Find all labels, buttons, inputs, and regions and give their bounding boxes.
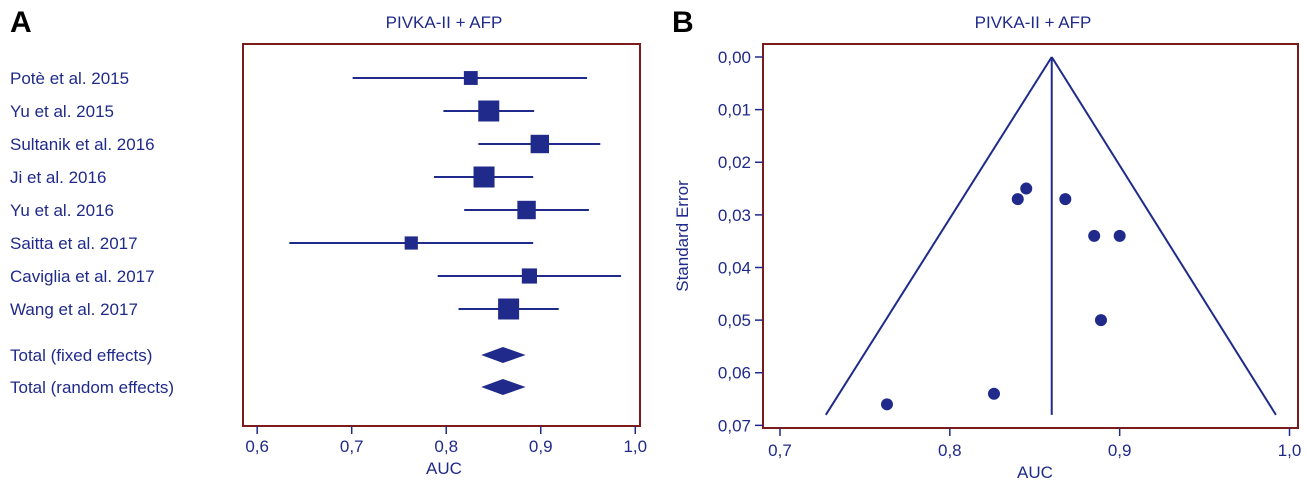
panel-b-label: B — [672, 6, 694, 39]
funnel-y-axis-label: Standard Error — [673, 180, 692, 292]
forest-total-diamond — [481, 347, 526, 363]
forest-plot: PIVKA-II + AFP Potè et al. 2015 Yu et al.… — [10, 13, 647, 478]
funnel-y-tick-label: 0,03 — [718, 206, 751, 225]
funnel-study-point — [1094, 314, 1107, 327]
funnel-right-boundary — [1050, 56, 1277, 416]
funnel-y-tick-label: 0,05 — [718, 311, 751, 330]
funnel-x-axis-label: AUC — [1017, 463, 1053, 482]
forest-study-marker — [473, 166, 495, 188]
funnel-frame — [762, 43, 1299, 429]
forest-study-label: Yu et al. 2015 — [10, 102, 114, 121]
forest-study-label: Wang et al. 2017 — [10, 300, 138, 319]
funnel-study-point — [1020, 182, 1033, 195]
forest-study-marker — [517, 200, 536, 220]
forest-title: PIVKA-II + AFP — [386, 13, 503, 32]
funnel-y-tick-label: 0,07 — [718, 416, 751, 435]
forest-x-tick-label: 0,6 — [245, 437, 269, 456]
funnel-left-boundary — [824, 56, 1053, 416]
forest-x-axis-label: AUC — [426, 459, 462, 478]
funnel-x-tick-label: 0,9 — [1108, 441, 1132, 460]
forest-study-label: Sultanik et al. 2016 — [10, 135, 155, 154]
funnel-x-tick-label: 0,8 — [938, 441, 962, 460]
forest-study-label: Yu et al. 2016 — [10, 201, 114, 220]
forest-study-label: Potè et al. 2015 — [10, 69, 129, 88]
funnel-plot: PIVKA-II + AFP 0,00 0,01 0,02 0,03 0,04 0,05 0… — [673, 13, 1301, 482]
funnel-y-tick-label: 0,04 — [718, 258, 751, 277]
funnel-title: PIVKA-II + AFP — [975, 13, 1092, 32]
forest-study-marker — [404, 236, 418, 250]
funnel-study-point — [1088, 229, 1101, 242]
forest-study-marker — [463, 71, 478, 85]
forest-study-marker — [530, 134, 550, 154]
forest-total-label: Total (fixed effects) — [10, 346, 152, 365]
forest-x-tick-label: 0,7 — [340, 437, 364, 456]
forest-study-label: Ji et al. 2016 — [10, 168, 106, 187]
forest-study-marker — [478, 100, 500, 122]
funnel-study-point — [1059, 193, 1072, 206]
forest-x-tick-label: 0,9 — [529, 437, 553, 456]
forest-frame — [242, 43, 641, 427]
forest-study-label: Caviglia et al. 2017 — [10, 267, 155, 286]
funnel-y-tick-label: 0,02 — [718, 153, 751, 172]
funnel-x-tick-label: 0,7 — [768, 441, 792, 460]
funnel-y-tick-label: 0,01 — [718, 101, 751, 120]
funnel-study-point — [1011, 193, 1024, 206]
forest-total-diamond — [481, 379, 526, 395]
funnel-study-point — [987, 387, 1000, 400]
panel-a-label: A — [10, 6, 32, 39]
funnel-y-tick-label: 0,06 — [718, 364, 751, 383]
forest-total-label: Total (random effects) — [10, 378, 174, 397]
funnel-y-tick-label: 0,00 — [718, 48, 751, 67]
funnel-x-tick-label: 1,0 — [1278, 441, 1302, 460]
forest-x-tick-label: 1,0 — [623, 437, 647, 456]
funnel-study-point — [880, 398, 893, 411]
forest-study-label: Saitta et al. 2017 — [10, 234, 138, 253]
forest-study-marker — [498, 298, 520, 320]
funnel-study-point — [1113, 229, 1126, 242]
forest-x-tick-label: 0,8 — [434, 437, 458, 456]
forest-study-marker — [521, 268, 537, 284]
